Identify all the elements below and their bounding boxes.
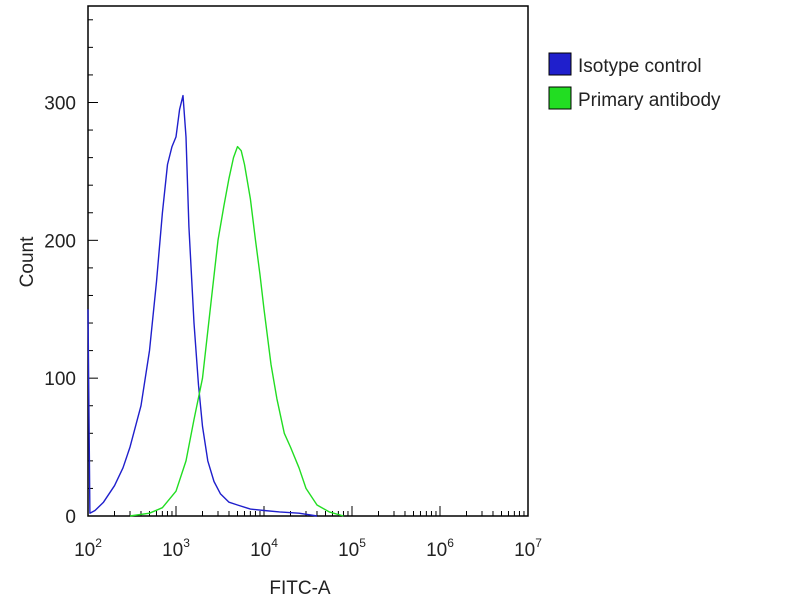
legend-label-primary-antibody: Primary antibody — [578, 90, 721, 111]
y-tick-label: 100 — [44, 369, 76, 390]
legend-swatch-primary-antibody — [548, 86, 572, 110]
x-tick-label: 104 — [250, 536, 278, 561]
legend-label-isotype-control: Isotype control — [578, 56, 702, 77]
legend-swatch-isotype-control — [548, 52, 572, 76]
series-line-isotype-control — [87, 94, 318, 517]
y-axis-title: Count — [17, 236, 38, 287]
x-tick-label: 105 — [338, 536, 366, 561]
series-layer — [87, 94, 344, 517]
x-tick-label: 106 — [426, 536, 454, 561]
x-axis-title: FITC-A — [269, 578, 331, 599]
x-tick-label: 103 — [162, 536, 190, 561]
y-tick-label: 0 — [65, 507, 76, 528]
plot-frame — [87, 5, 529, 517]
y-tick-label: 300 — [44, 93, 76, 114]
legend: Isotype control Primary antibody — [548, 52, 721, 111]
y-axis: 0 100 200 300 — [44, 19, 98, 528]
x-tick-label: 107 — [514, 536, 542, 561]
x-axis: 102 103 104 105 106 107 — [74, 506, 542, 561]
y-tick-label: 200 — [44, 231, 76, 252]
x-tick-label: 102 — [74, 536, 102, 561]
series-line-primary-antibody — [129, 145, 344, 517]
